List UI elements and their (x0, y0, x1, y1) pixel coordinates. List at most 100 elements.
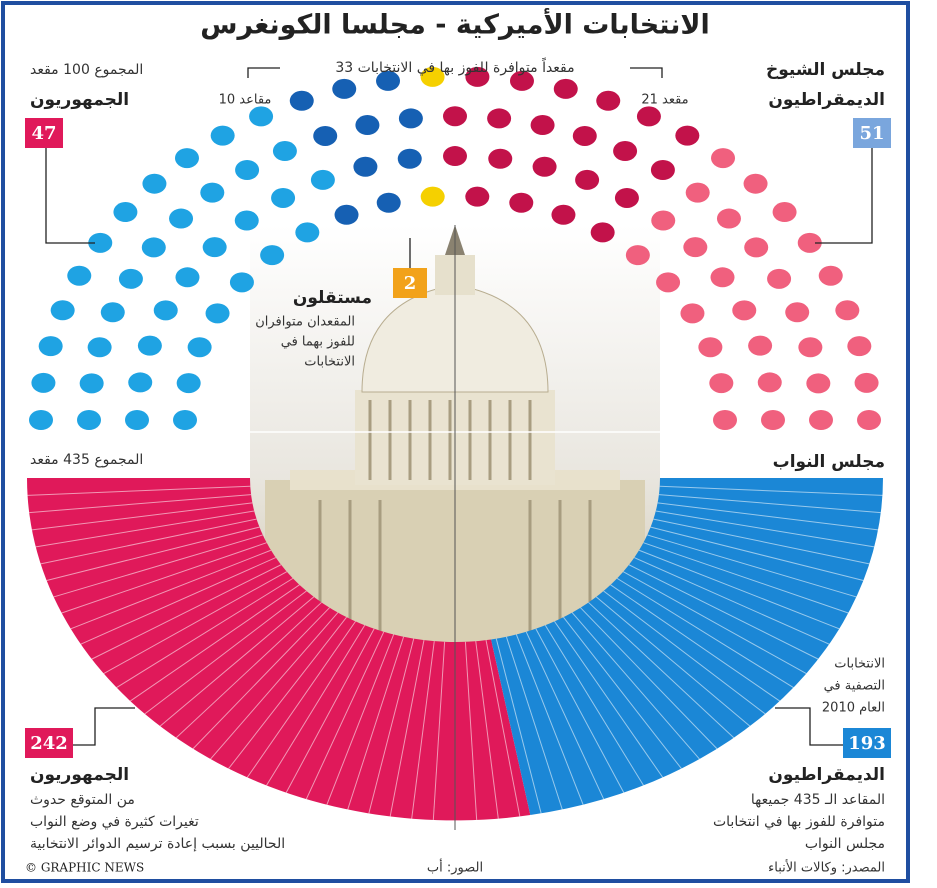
note: للفوز بهما في (281, 335, 355, 350)
seat (125, 410, 149, 430)
seat-divider (554, 621, 664, 778)
seat-divider (144, 590, 307, 715)
seat-divider (29, 494, 252, 514)
seat-divider (580, 607, 718, 750)
seat (202, 237, 227, 258)
note: من المتوقع حدوث (30, 792, 135, 808)
seat-divider (35, 510, 255, 548)
seat-divider (485, 640, 521, 817)
seat-divider (129, 584, 300, 702)
seat (767, 268, 792, 289)
seat-divider (659, 485, 883, 496)
house-name: مجلس النواب (773, 452, 885, 472)
seat-divider (588, 602, 735, 739)
guides (25, 225, 885, 830)
seat-divider (616, 577, 794, 689)
seat (465, 186, 490, 207)
seat (857, 410, 881, 430)
seat-divider (91, 564, 282, 660)
seat-divider (53, 534, 263, 598)
seat-divider (525, 631, 605, 800)
seat-divider (643, 542, 849, 614)
seat (625, 245, 650, 266)
seat (847, 336, 872, 357)
seat (229, 272, 254, 293)
count-box (393, 268, 427, 298)
up-count: 10 مقاعد (219, 93, 272, 108)
seat-divider (411, 641, 435, 819)
seat (271, 187, 296, 208)
seat (748, 335, 773, 356)
note: المقاعد الـ 435 جميعها (751, 792, 885, 808)
seat (744, 237, 769, 258)
seat-divider (634, 557, 830, 645)
seat-divider (432, 641, 446, 820)
seat (818, 265, 843, 286)
seat (128, 372, 153, 393)
count-label: 242 (30, 733, 68, 754)
count-label: 193 (848, 733, 886, 754)
seat (137, 335, 162, 356)
count-box (25, 118, 63, 148)
seat (613, 141, 638, 162)
seat (420, 66, 445, 87)
seat-divider (495, 638, 542, 814)
senate-chart (29, 66, 881, 430)
seat (88, 232, 113, 253)
seat (698, 337, 723, 358)
seat (680, 303, 705, 324)
seat (806, 373, 831, 394)
count-box (843, 728, 891, 758)
seat (100, 302, 125, 323)
seat-divider (31, 502, 253, 531)
senate-total: المجموع 100 مقعد (30, 62, 143, 78)
seat-divider (103, 571, 287, 675)
seat (176, 373, 201, 394)
seat (572, 125, 597, 146)
seat (650, 159, 675, 180)
seat (551, 204, 576, 225)
count-box (853, 118, 891, 148)
seat (355, 115, 380, 136)
seat (785, 302, 810, 323)
seat-divider (347, 636, 405, 810)
seat (376, 70, 401, 91)
seat-divider (563, 616, 682, 769)
seat-divider (61, 542, 267, 614)
seat-divider (285, 628, 375, 793)
seat-divider (603, 590, 766, 715)
seat-divider (464, 641, 478, 820)
seat-divider (246, 621, 356, 778)
party-name: مستقلون (293, 288, 372, 308)
senate-name: مجلس الشيوخ (766, 60, 885, 80)
seat-divider (535, 628, 625, 793)
seat (29, 410, 53, 430)
house-sector (491, 478, 883, 816)
seat (487, 108, 512, 129)
seat (187, 337, 212, 358)
seat (77, 410, 101, 430)
seat (716, 208, 741, 229)
seat (113, 202, 138, 223)
party-name: الجمهوريون (30, 90, 129, 110)
seat (334, 204, 359, 225)
seat-divider (647, 534, 857, 598)
house-sector (27, 478, 531, 821)
seat-divider (657, 502, 879, 531)
seat (153, 300, 178, 321)
seat (575, 169, 600, 190)
seat (234, 210, 259, 231)
seat-divider (655, 510, 875, 548)
seat-divider (595, 596, 751, 727)
election-note: التصفية في (824, 679, 885, 694)
note: المقعدان متوافران (255, 315, 355, 330)
seat (295, 222, 320, 243)
seat (809, 410, 833, 430)
seat (420, 186, 445, 207)
seat (249, 106, 274, 127)
seat (854, 372, 879, 393)
seat (210, 125, 235, 146)
seat (743, 173, 768, 194)
seat-divider (228, 616, 347, 769)
seat (67, 265, 92, 286)
